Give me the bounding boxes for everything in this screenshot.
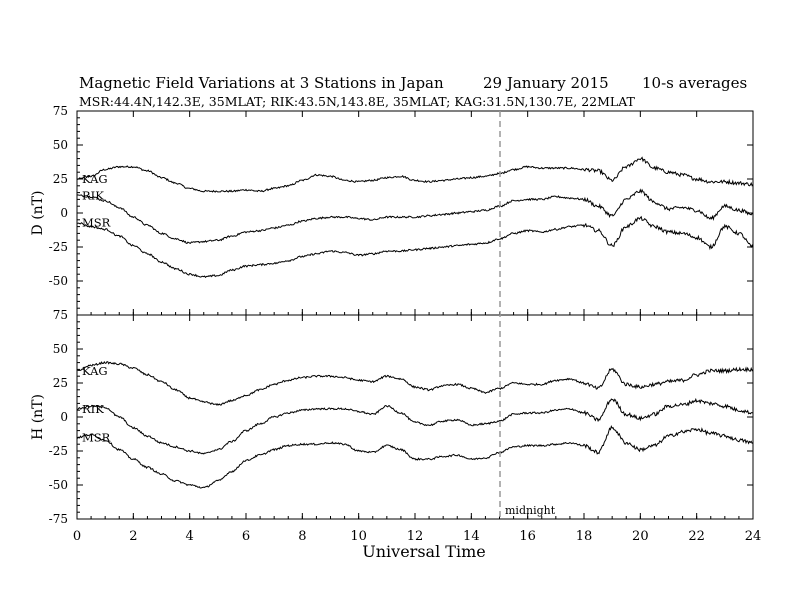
d-trace-msr	[76, 215, 754, 279]
h-y-tick-label: 50	[53, 342, 68, 356]
h-trace-kag	[76, 360, 754, 406]
x-tick-label: 18	[576, 529, 593, 544]
d-panel-frame	[76, 110, 754, 316]
d-y-tick-label: 0	[60, 206, 68, 220]
x-tick-label: 10	[350, 529, 367, 544]
h-y-tick-label: -75	[49, 512, 68, 526]
h-y-tick-label: -50	[49, 478, 68, 492]
x-tick-label: 12	[407, 529, 424, 544]
chart-date: 29 January 2015	[483, 74, 609, 92]
h-y-tick-label: 75	[53, 308, 68, 322]
midnight-label: midnight	[505, 504, 556, 517]
d-y-tick-label: -50	[49, 274, 68, 288]
h-y-axis-label: H (nT)	[30, 394, 46, 440]
d-panel: D (nT) 75 50 25 0 -25 -50 KAG RIK MSR	[30, 104, 754, 316]
x-axis: 0 2 4 6 8 10 12 14 16 18 20 22 24	[73, 529, 761, 544]
x-tick-label: 6	[242, 529, 250, 544]
x-tick-label: 22	[688, 529, 705, 544]
x-axis-label: Universal Time	[362, 542, 485, 561]
x-tick-label: 8	[298, 529, 306, 544]
h-series-label-msr: MSR	[82, 430, 111, 444]
x-tick-label: 14	[463, 529, 480, 544]
chart-averaging: 10-s averages	[642, 74, 747, 92]
h-y-tick-label: -25	[49, 444, 68, 458]
h-y-tick-label: 25	[53, 376, 68, 390]
x-tick-label: 4	[186, 529, 194, 544]
x-tick-label: 24	[745, 529, 762, 544]
d-y-axis-label: D (nT)	[30, 191, 46, 236]
h-y-tick-label: 0	[60, 410, 68, 424]
d-y-tick-label: 25	[53, 172, 68, 186]
x-tick-label: 2	[129, 529, 137, 544]
h-series-label-rik: RIK	[82, 402, 104, 416]
x-tick-label: 16	[519, 529, 536, 544]
x-tick-label: 20	[632, 529, 649, 544]
d-series-label-kag: KAG	[82, 172, 108, 186]
h-panel: H (nT) 75 50 25 0 -25 -50 -75 KAG RIK MSR	[30, 308, 754, 526]
d-series-label-rik: RIK	[82, 188, 104, 202]
d-trace-kag	[76, 156, 754, 193]
h-panel-frame	[76, 314, 754, 520]
x-tick-label: 0	[73, 529, 81, 544]
d-y-tick-label: 50	[53, 138, 68, 152]
d-trace-rik	[76, 188, 754, 244]
h-trace-msr	[76, 425, 754, 489]
d-series-label-msr: MSR	[82, 216, 111, 230]
h-series-label-kag: KAG	[82, 364, 108, 378]
stations-line: MSR:44.4N,142.3E, 35MLAT; RIK:43.5N,143.…	[79, 94, 636, 109]
chart-title: Magnetic Field Variations at 3 Stations …	[79, 74, 444, 92]
d-y-tick-label: 75	[53, 104, 68, 118]
h-trace-rik	[76, 397, 754, 455]
d-y-tick-label: -25	[49, 240, 68, 254]
